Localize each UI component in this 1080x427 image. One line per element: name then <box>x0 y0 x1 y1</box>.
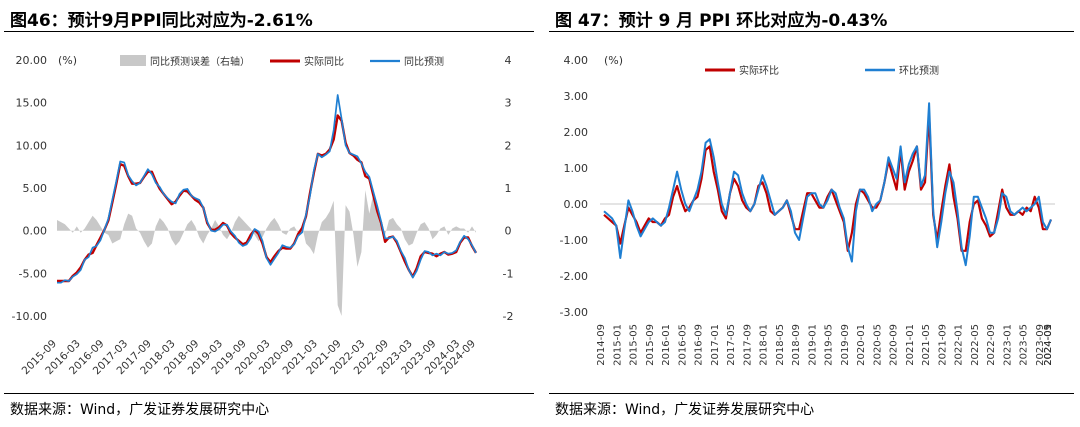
x-tick-label: 2015-09 <box>645 324 656 366</box>
x-tick-label: 2022-09 <box>986 324 997 366</box>
y-tick-label: 20.00 <box>16 54 48 67</box>
figure-47-source: 数据来源：Wind，广发证券发展研究中心 <box>555 402 815 418</box>
x-tick-label: 2021-05 <box>921 324 932 366</box>
y-tick-label: 10.00 <box>16 139 48 152</box>
x-tick-label: 2021-01 <box>905 324 916 366</box>
x-tick-label: 2016-05 <box>677 324 688 366</box>
x-tick-label: 2023-09 <box>1035 324 1046 366</box>
series-yoy-forecast-error-area <box>57 190 476 316</box>
x-tick-label: 2024-01 <box>1043 324 1054 366</box>
y2-tick-label: 1 <box>505 182 512 195</box>
y-tick-label: -1.00 <box>560 234 588 247</box>
y-tick-label: -2.00 <box>560 270 588 283</box>
y2-tick-label: 0 <box>505 225 512 238</box>
figure-46-top-rule <box>4 31 534 32</box>
unit-label: (%) <box>58 54 77 67</box>
x-tick-label: 2020-01 <box>856 324 867 366</box>
x-tick-label: 2018-05 <box>775 324 786 366</box>
x-tick-label: 2020-09 <box>889 324 900 366</box>
figure-46-source: 数据来源：Wind，广发证券发展研究中心 <box>10 402 270 418</box>
yoy-ppi-chart: 20.00 15.00 10.00 5.00 0.00 -5.00 -10.00 4 3 2 1 0 -… <box>12 54 514 377</box>
x-tick-label: 2017-01 <box>710 324 721 366</box>
figure-47-title: 图 47：预计 9 月 PPI 环比对应为-0.43% <box>555 11 888 31</box>
unit-label: (%) <box>604 54 623 67</box>
x-tick-label: 2015-05 <box>629 324 640 366</box>
legend-label-forecast: 环比预测 <box>899 64 939 77</box>
figure-46-title: 图46：预计9月PPI同比对应为-2.61% <box>10 11 313 31</box>
x-tick-label: 2015-01 <box>612 324 623 366</box>
figure-47-top-rule <box>549 31 1074 32</box>
y2-tick-label: -1 <box>503 267 514 280</box>
y2-tick-label: -2 <box>503 310 514 323</box>
x-tick-label: 2019-01 <box>807 324 818 366</box>
x-tick-label: 2024-09 <box>1043 324 1054 366</box>
y2-tick-label: 2 <box>505 139 512 152</box>
y-tick-label: 4.00 <box>564 54 589 67</box>
series-mom-forecast-line <box>603 102 1052 267</box>
y-tick-label: -10.00 <box>12 310 47 323</box>
x-tick-label: 2022-05 <box>970 324 981 366</box>
figure-46-bottom-rule <box>4 393 534 394</box>
x-tick-label: 2017-05 <box>726 324 737 366</box>
x-tick-label: 2021-09 <box>937 324 948 366</box>
figure-46-panel: 图46：预计9月PPI同比对应为-2.61% 20.00 15.00 10.00 5.… <box>4 11 534 418</box>
legend-label-actual: 实际环比 <box>739 64 779 77</box>
y2-tick-label: 3 <box>505 97 512 110</box>
y-tick-label: 1.00 <box>564 162 589 175</box>
x-tick-label: 2023-05 <box>1019 324 1030 366</box>
x-tick-label: 2024-05 <box>1043 324 1054 366</box>
legend-label-forecast: 同比预测 <box>404 55 444 68</box>
x-tick-label: 2019-09 <box>840 324 851 366</box>
y2-tick-label: 4 <box>505 54 512 67</box>
x-tick-label: 2018-09 <box>791 324 802 366</box>
x-tick-label: 2016-09 <box>694 324 705 366</box>
x-tick-label: 2019-05 <box>824 324 835 366</box>
mom-ppi-chart: 4.00 3.00 2.00 1.00 0.00 -1.00 -2.00 -3.00 (%) 20… <box>560 54 1055 366</box>
x-tick-label: 2020-05 <box>872 324 883 366</box>
y-tick-label: 3.00 <box>564 90 589 103</box>
y-tick-label: -5.00 <box>19 267 47 280</box>
series-yoy-forecast-line <box>57 94 477 284</box>
y-tick-label: 0.00 <box>23 225 48 238</box>
y-tick-label: 5.00 <box>23 182 48 195</box>
x-tick-label: 2018-01 <box>759 324 770 366</box>
legend-label-actual: 实际同比 <box>304 55 344 68</box>
x-tick-label: 2023-01 <box>1002 324 1013 366</box>
y-tick-label: 0.00 <box>564 198 589 211</box>
y-tick-label: 2.00 <box>564 126 589 139</box>
legend-swatch-error <box>120 55 146 66</box>
figure-47-panel: 图 47：预计 9 月 PPI 环比对应为-0.43% 4.00 3.00 2.00… <box>545 0 1080 427</box>
y-tick-label: -3.00 <box>560 306 588 319</box>
figure-47-bottom-rule <box>549 393 1074 394</box>
x-tick-label: 2022-01 <box>954 324 965 366</box>
series-mom-actual-line <box>603 112 1053 252</box>
x-tick-label: 2016-01 <box>661 324 672 366</box>
legend-label-error: 同比预测误差（右轴） <box>150 55 250 68</box>
y-tick-label: 15.00 <box>16 97 48 110</box>
x-tick-label: 2017-09 <box>742 324 753 366</box>
x-tick-label: 2014-09 <box>596 324 607 366</box>
